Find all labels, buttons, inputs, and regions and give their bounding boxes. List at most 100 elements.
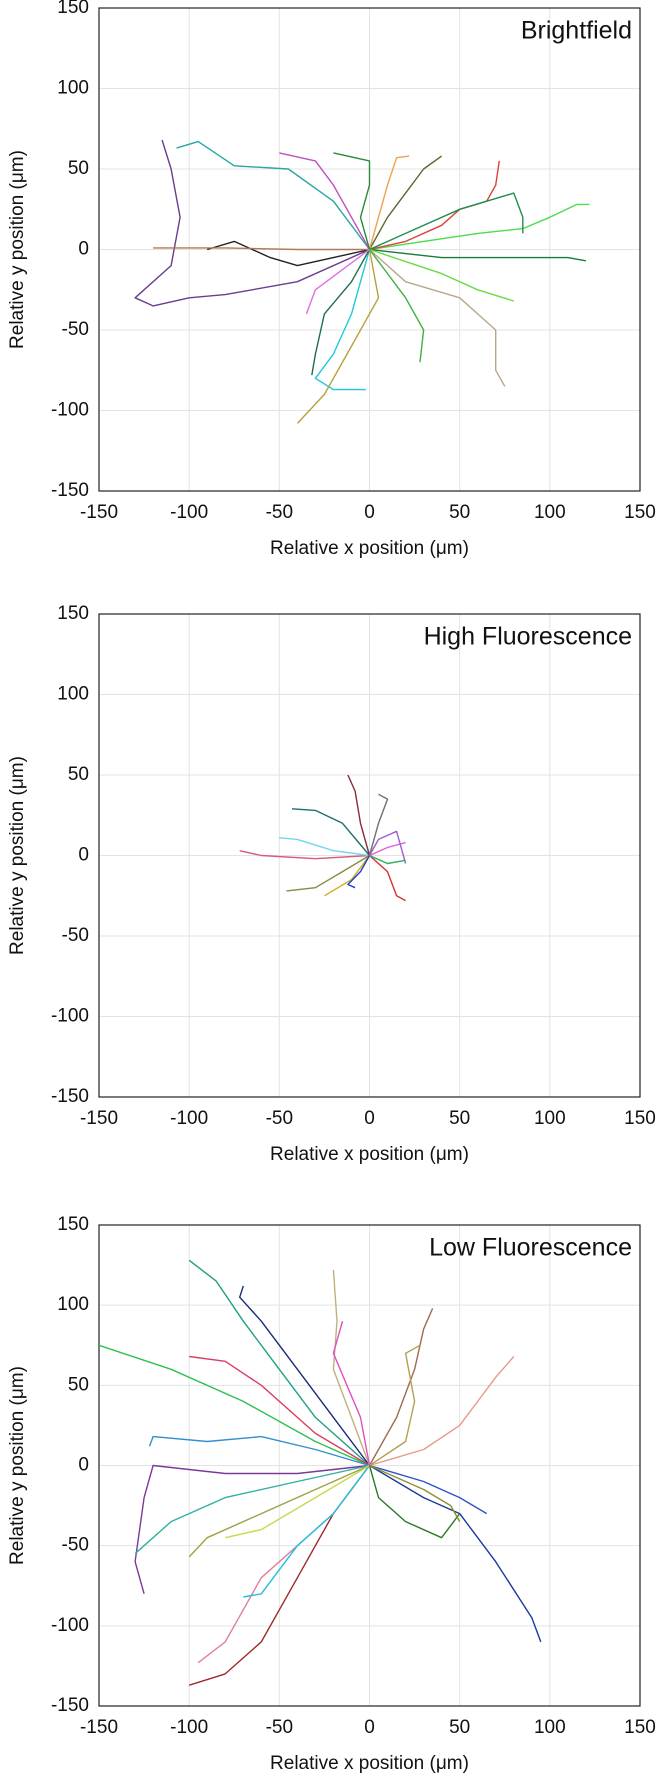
trajectory (368, 155, 443, 250)
trajectory (225, 1464, 370, 1539)
x-tick-label: -150 (80, 1108, 118, 1129)
trajectory (369, 192, 524, 251)
trajectory (368, 830, 407, 864)
y-tick-label: -100 (51, 1615, 89, 1636)
trajectory (369, 1464, 488, 1515)
y-axis-title: Relative y position (μm) (7, 1366, 28, 1565)
trajectory (134, 1464, 370, 1594)
y-tick-label: 150 (57, 603, 89, 624)
trajectory (347, 774, 371, 856)
y-tick-label: -50 (62, 925, 89, 946)
panel: -150 -100 -50 0 50 100 150 -150 -100 -50 0 50 100 150… (7, 603, 656, 1165)
x-tick-label: -50 (266, 1108, 293, 1129)
y-tick-label: 50 (68, 158, 89, 179)
y-tick-label: 0 (78, 845, 89, 866)
y-tick-label: -150 (51, 1086, 89, 1107)
x-tick-label: 100 (534, 1108, 566, 1129)
trajectory (176, 140, 371, 250)
trajectory (369, 248, 587, 262)
trajectory (279, 152, 371, 250)
x-tick-label: 0 (364, 502, 375, 523)
plot-frame (98, 1224, 641, 1707)
y-axis-title: Relative y position (μm) (7, 150, 28, 349)
y-tick-label: -150 (51, 1695, 89, 1716)
y-tick-label: 0 (78, 239, 89, 260)
y-tick-label: 150 (57, 0, 89, 18)
trajectory (188, 1259, 370, 1467)
x-axis-title: Relative x position (μm) (270, 1144, 469, 1165)
x-tick-label: 0 (364, 1108, 375, 1129)
x-tick-label: 50 (449, 1108, 470, 1129)
trajectory (369, 160, 500, 251)
x-axis-title: Relative x position (μm) (270, 1753, 469, 1774)
trajectory (291, 808, 371, 856)
trajectory (369, 248, 506, 387)
trajectory (296, 249, 380, 424)
x-tick-label: 150 (624, 502, 656, 523)
x-tick-label: 0 (364, 1717, 375, 1738)
x-axis-title: Relative x position (μm) (270, 538, 469, 559)
plot-frame (98, 7, 641, 492)
trajectory (188, 1464, 370, 1558)
trajectory (347, 855, 371, 889)
trajectory (279, 837, 370, 857)
trajectory (239, 850, 370, 860)
y-tick-label: -150 (51, 480, 89, 501)
y-tick-label: -100 (51, 1006, 89, 1027)
y-axis-title: Relative y position (μm) (7, 756, 28, 955)
trajectory (369, 1356, 515, 1467)
trajectory (333, 152, 371, 250)
x-tick-label: -150 (80, 1717, 118, 1738)
x-tick-label: -100 (170, 1108, 208, 1129)
panel-title: Low Fluorescence (429, 1234, 632, 1262)
trajectory (369, 1464, 461, 1522)
plot-frame (98, 613, 641, 1098)
x-tick-label: 50 (449, 502, 470, 523)
trajectory (311, 249, 371, 376)
y-tick-label: -100 (51, 400, 89, 421)
y-tick-label: 100 (57, 684, 89, 705)
trajectory (134, 1464, 370, 1555)
panel: -150 -100 -50 0 50 100 150 -150 -100 -50 0 50 100 150… (7, 0, 656, 559)
y-tick-label: 150 (57, 1214, 89, 1235)
x-tick-label: -100 (170, 502, 208, 523)
trajectory (369, 854, 406, 865)
panel-title: High Fluorescence (424, 623, 632, 651)
x-tick-label: -100 (170, 1717, 208, 1738)
x-tick-label: 150 (624, 1717, 656, 1738)
trajectory (189, 1355, 370, 1467)
trajectory (153, 247, 370, 251)
trajectory (332, 1321, 371, 1466)
x-tick-label: -50 (266, 1717, 293, 1738)
trajectory (368, 1308, 434, 1466)
trajectory (369, 854, 406, 902)
x-tick-label: -50 (266, 502, 293, 523)
y-tick-label: 0 (78, 1455, 89, 1476)
panel: -150 -100 -50 0 50 100 150 -150 -100 -50 0 50 100 150… (7, 1214, 656, 1774)
trajectory (324, 855, 371, 897)
panel-title: Brightfield (521, 17, 632, 45)
trajectory (369, 1344, 421, 1467)
y-tick-label: -50 (62, 1535, 89, 1556)
trajectory (286, 854, 370, 892)
trajectory (369, 1464, 542, 1643)
y-tick-label: 100 (57, 1294, 89, 1315)
trajectory (239, 1285, 371, 1466)
trajectory (368, 155, 410, 250)
y-tick-label: 50 (68, 1374, 89, 1395)
trajectory (332, 1269, 371, 1466)
x-tick-label: 50 (449, 1717, 470, 1738)
trajectory (368, 249, 425, 363)
trajectory (305, 248, 370, 315)
x-tick-label: 150 (624, 1108, 656, 1129)
x-tick-label: -150 (80, 502, 118, 523)
trajectory (98, 1344, 370, 1467)
y-tick-label: -50 (62, 319, 89, 340)
x-tick-label: 100 (534, 1717, 566, 1738)
x-tick-label: 100 (534, 502, 566, 523)
trajectory (148, 1435, 370, 1467)
trajectory (206, 240, 370, 267)
trajectory (134, 139, 370, 307)
trajectory (368, 793, 389, 856)
